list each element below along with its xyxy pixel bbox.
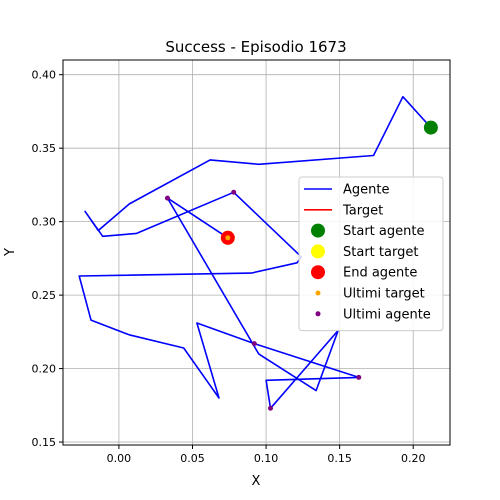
legend-label: Ultimi agente [343,307,431,322]
marker-layer [164,120,438,411]
x-axis-label: X [252,474,261,489]
y-tick-label: 0.15 [32,436,57,449]
ultimi-agente-point [267,405,273,411]
ultimi-agente-point [231,189,237,195]
y-axis-label: Y [3,248,18,257]
ultimi-target-point [225,235,231,241]
x-tick-label: 0.20 [401,452,426,465]
series-line-agente [78,95,432,410]
legend-handle [311,265,325,280]
legend-label: Agente [343,183,389,198]
ultimi-agente-point [164,195,170,201]
start-agente-marker [423,120,438,135]
legend-handle [315,290,321,296]
legend-handle [311,223,325,238]
y-tick-label: 0.35 [32,142,57,155]
y-tick-label: 0.40 [32,69,57,82]
x-tick-label: 0.05 [180,452,205,465]
series-layer [78,95,432,410]
y-tick-label: 0.30 [32,216,57,229]
ultimi-agente-point [356,374,362,380]
legend-label: End agente [343,266,417,281]
ultimi-agente-point [251,341,257,347]
legend-label: Ultimi target [343,287,425,302]
legend: Agente Target Start agente Start target End … [298,176,444,332]
x-axis-ticks: 0.00 0.05 0.10 0.15 0.20 [107,445,426,465]
legend-label: Start target [343,245,418,260]
legend-box [298,176,444,332]
x-tick-label: 0.15 [327,452,352,465]
x-tick-label: 0.10 [254,452,279,465]
chart-title: Success - Episodio 1673 [165,38,346,56]
legend-label: Target [342,203,383,218]
plot-frame [62,59,451,446]
x-tick-label: 0.00 [107,452,132,465]
y-axis-ticks: 0.15 0.20 0.25 0.30 0.35 0.40 [32,69,63,449]
y-tick-label: 0.20 [32,363,57,376]
legend-label: Start agente [343,224,424,239]
legend-handle [311,244,325,259]
legend-handle [315,311,321,317]
y-tick-label: 0.25 [32,289,57,302]
